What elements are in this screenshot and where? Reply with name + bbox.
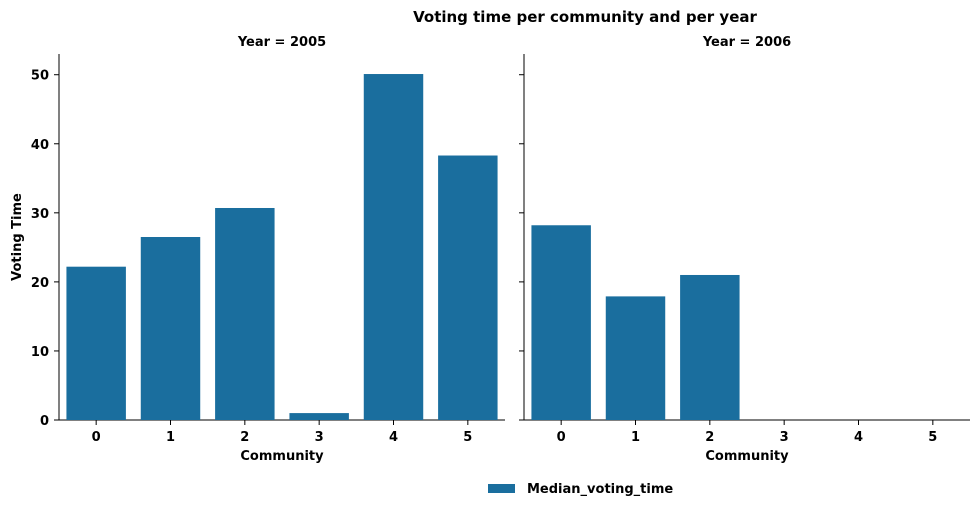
bar [140, 237, 201, 420]
chart-title: Voting time per community and per year [413, 8, 757, 26]
x-tick-label: 3 [780, 430, 789, 445]
x-axis-label: Community [705, 449, 789, 464]
x-tick-label: 1 [166, 430, 175, 445]
x-tick-label: 0 [92, 430, 101, 445]
y-tick-label: 40 [31, 138, 49, 153]
panel-title: Year = 2005 [237, 35, 326, 50]
bar [605, 296, 666, 420]
bar [215, 207, 275, 420]
legend: Median_voting_time [488, 482, 673, 497]
x-axis-label: Community [240, 449, 324, 464]
bar [363, 74, 424, 420]
x-tick-label: 1 [631, 430, 640, 445]
y-tick-label: 20 [31, 276, 49, 291]
x-tick-label: 0 [557, 430, 566, 445]
y-axis-label: Voting Time [10, 193, 25, 281]
panel-1: Year = 2006 0 1 2 3 4 5 Community [519, 35, 970, 464]
panel-title: Year = 2006 [702, 35, 791, 50]
x-tick-label: 3 [315, 430, 324, 445]
x-tick-label: 5 [463, 430, 472, 445]
bar [531, 225, 591, 420]
x-tick-label: 2 [240, 430, 249, 445]
bar [289, 413, 349, 420]
legend-swatch [488, 484, 515, 493]
panel-0: Year = 2005 0 10 20 30 40 50 0 1 2 3 4 5 Community [31, 35, 505, 464]
legend-label: Median_voting_time [527, 482, 673, 497]
x-tick-label: 2 [705, 430, 714, 445]
x-tick-label: 4 [854, 430, 863, 445]
bar [438, 155, 498, 420]
x-tick-label: 5 [928, 430, 937, 445]
y-tick-label: 10 [31, 345, 49, 360]
x-tick-label: 4 [389, 430, 398, 445]
y-tick-label: 50 [31, 69, 49, 84]
bar [66, 266, 126, 420]
y-tick-label: 30 [31, 207, 49, 222]
bar [680, 274, 740, 420]
y-tick-label: 0 [40, 414, 49, 429]
